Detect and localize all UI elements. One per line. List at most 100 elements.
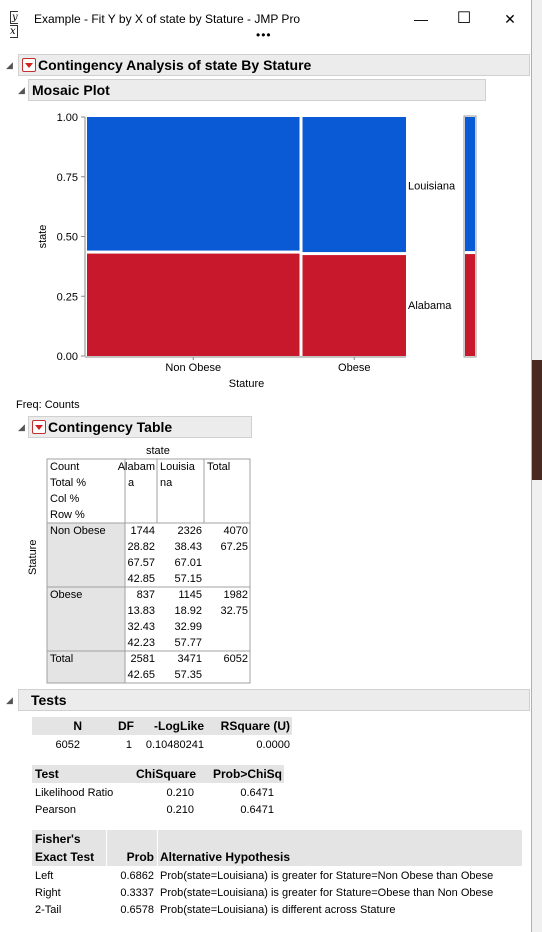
tests-title: Tests	[31, 692, 67, 708]
cell-value: 1744	[130, 525, 155, 537]
chi-header-prob: Prob>ChiSq	[200, 765, 282, 783]
fisher-row-label: Left	[35, 870, 54, 882]
fisher-header-1: Fisher's	[35, 830, 81, 848]
cell-value: 18.92	[174, 605, 202, 617]
cell-value: 32.75	[220, 605, 248, 617]
y-tick-label: 0.00	[57, 351, 78, 363]
desktop-background-dark	[531, 360, 542, 480]
fisher-header-prob: Prob	[110, 848, 154, 866]
x-axis-label: Stature	[229, 378, 264, 390]
chi-header-chisq: ChiSquare	[130, 765, 196, 783]
fisher-row-prob: 0.3337	[120, 887, 154, 899]
fisher-row-label: 2-Tail	[35, 904, 62, 916]
fisher-divider	[157, 830, 158, 866]
summary-value-rsquare: 0.0000	[256, 739, 290, 751]
summary-value-n: 6052	[55, 739, 80, 751]
cell-value: 67.57	[127, 557, 155, 569]
cell-value: 1145	[178, 589, 202, 601]
legend-row-pct: Row %	[50, 509, 85, 521]
legend-count: Count	[50, 461, 80, 473]
cell-value: 28.82	[127, 541, 155, 553]
mosaic-header[interactable]: Mosaic Plot	[28, 79, 486, 101]
contingency-title: Contingency Table	[48, 419, 173, 435]
row-label-obese: Obese	[50, 589, 83, 601]
fisher-row-prob: 0.6578	[120, 904, 154, 916]
mosaic-cell-alabama	[87, 253, 300, 356]
summary-header-n: N	[32, 717, 82, 735]
marginal-bar-alabama	[465, 254, 475, 356]
y-tick-label: 1.00	[57, 112, 78, 124]
collapse-triangle-icon[interactable]: ◢	[18, 422, 25, 432]
col-header-alabama-cont: a	[128, 477, 135, 489]
marginal-bar-frame	[463, 115, 477, 358]
chi-row-value: 0.210	[166, 804, 194, 816]
close-button[interactable]: ✕	[504, 11, 516, 27]
cell-value: 57.35	[174, 669, 202, 681]
mosaic-cell-louisiana	[87, 117, 300, 251]
y-tick-label: 0.50	[57, 232, 78, 244]
cell-value: 42.23	[127, 637, 155, 649]
summary-value-df: 1	[125, 739, 132, 751]
cell-value: 67.25	[220, 541, 248, 553]
collapse-triangle-icon[interactable]: ◢	[6, 60, 13, 70]
report-title: Contingency Analysis of state By Stature	[38, 57, 312, 73]
legend-col-pct: Col %	[50, 493, 80, 505]
legend-label-louisiana: Louisiana	[408, 181, 456, 193]
y-tick-label: 0.75	[57, 172, 78, 184]
summary-header-loglike: -LogLike	[134, 717, 204, 735]
collapse-triangle-icon[interactable]: ◢	[18, 85, 25, 95]
x-category-label: Non Obese	[165, 362, 221, 374]
chi-row-value: 0.210	[166, 787, 194, 799]
report-header[interactable]: Contingency Analysis of state By Stature	[18, 54, 530, 76]
cell-value: 1982	[223, 589, 248, 601]
summary-header-df: DF	[86, 717, 134, 735]
col-header-louisiana: Louisia	[160, 461, 195, 473]
red-triangle-menu-icon[interactable]	[22, 58, 36, 72]
col-header-louisiana-cont: na	[160, 477, 173, 489]
contingency-grid	[46, 458, 251, 684]
summary-value-loglike: 0.10480241	[145, 739, 204, 751]
cell-value: 6052	[223, 653, 248, 665]
cell-value: 57.77	[174, 637, 202, 649]
summary-header-rsquare: RSquare (U)	[208, 717, 290, 735]
tests-header[interactable]: Tests	[18, 689, 530, 711]
fisher-row-hypothesis: Prob(state=Louisiana) is greater for Sta…	[160, 887, 494, 899]
collapse-triangle-icon[interactable]: ◢	[6, 695, 13, 705]
fisher-header-2: Exact Test	[35, 848, 95, 866]
cell-value: 4070	[223, 525, 248, 537]
cell-value: 32.43	[127, 621, 155, 633]
cell-value: 57.15	[174, 573, 202, 585]
legend-label-alabama: Alabama	[408, 300, 452, 312]
cell-value: 2326	[177, 525, 202, 537]
chi-header-test: Test	[35, 765, 59, 783]
x-category-label: Obese	[338, 362, 370, 374]
cell-value: 38.43	[174, 541, 202, 553]
fisher-row-prob: 0.6862	[120, 870, 154, 882]
fisher-header-alt: Alternative Hypothesis	[160, 848, 291, 866]
mosaic-cell-alabama	[302, 255, 406, 356]
marginal-bar-louisiana	[465, 117, 475, 252]
cell-value: 13.83	[127, 605, 155, 617]
col-header-alabama: Alabam	[117, 461, 155, 473]
row-label-total: Total	[50, 653, 74, 665]
cell-value: 2581	[130, 653, 155, 665]
y-axis-label: state	[37, 225, 49, 249]
fisher-row-hypothesis: Prob(state=Louisiana) is different acros…	[160, 904, 396, 916]
cell-value: 32.99	[174, 621, 202, 633]
row-label-non-obese: Non Obese	[50, 525, 106, 537]
red-triangle-menu-icon[interactable]	[32, 420, 46, 434]
mosaic-cell-louisiana	[302, 117, 406, 253]
title-bar[interactable]: y x Example - Fit Y by X of state by Sta…	[0, 0, 531, 38]
minimize-button[interactable]: —	[414, 11, 428, 27]
contingency-header[interactable]: Contingency Table	[28, 416, 252, 438]
mosaic-plot[interactable]: 1.00 0.75 0.50 0.25 0.00 state Non Obese Obese S…	[0, 100, 531, 400]
col-header-total: Total	[207, 461, 231, 473]
freq-label: Freq: Counts	[16, 399, 80, 411]
y-tick-label: 0.25	[57, 291, 78, 303]
fisher-row-label: Right	[35, 887, 61, 899]
maximize-button[interactable]: ☐	[456, 10, 472, 27]
cell-value: 42.85	[127, 573, 155, 585]
chi-row-label: Likelihood Ratio	[35, 787, 114, 799]
more-options-icon[interactable]: •••	[256, 28, 272, 42]
